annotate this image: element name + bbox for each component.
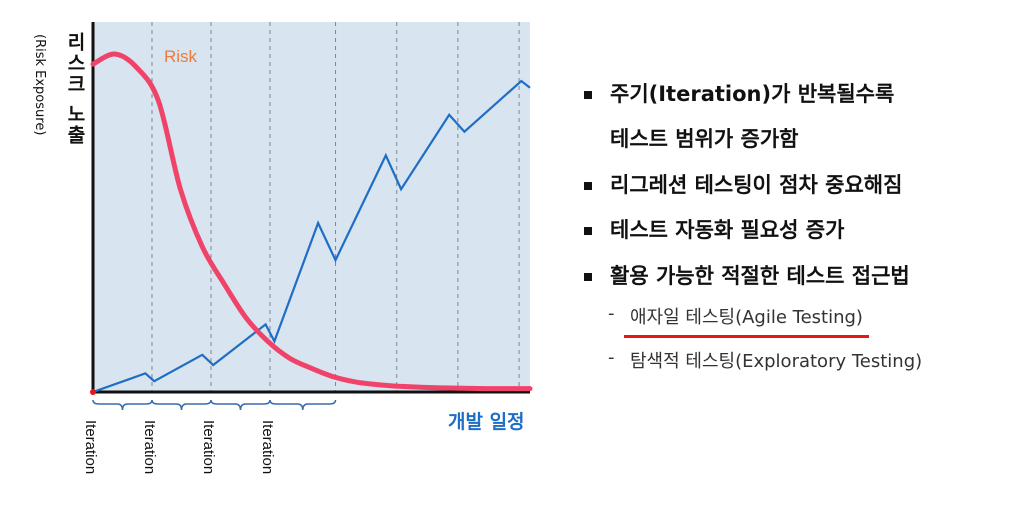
sub-item-text: 탐색적 테스팅(Exploratory Testing) bbox=[630, 350, 923, 372]
agile-testing-text: 애자일 테스팅(Agile Testing) bbox=[630, 306, 863, 328]
iteration-bracket bbox=[269, 399, 337, 411]
risk-chart: Risk Iteration Iteration Iteration Iteratio… bbox=[82, 22, 533, 474]
iteration-labels: Iteration Iteration Iteration Iteration bbox=[82, 420, 276, 474]
iteration-bracket bbox=[210, 399, 271, 411]
iteration-grid bbox=[151, 22, 520, 392]
sub-item: - 탐색적 테스팅(Exploratory Testing) bbox=[580, 347, 1010, 373]
bullet-text: 테스트 자동화 필요성 증가 bbox=[610, 218, 845, 243]
bullet-text: 활용 가능한 적절한 테스트 접근법 bbox=[610, 263, 910, 288]
origin-dot bbox=[90, 389, 96, 395]
iteration-label: Iteration bbox=[259, 420, 276, 474]
iteration-label: Iteration bbox=[141, 420, 158, 474]
bullet-item: 주기(Iteration)가 반복될수록 bbox=[580, 82, 1010, 107]
risk-series-label: Risk bbox=[164, 47, 198, 66]
axes bbox=[91, 22, 530, 394]
bullet-continuation: 테스트 범위가 증가함 bbox=[610, 127, 799, 152]
bullet-square-icon bbox=[584, 91, 592, 99]
iteration-brackets bbox=[92, 399, 337, 411]
coverage-series-line bbox=[92, 79, 531, 394]
bullet-list: 주기(Iteration)가 반복될수록 테스트 범위가 증가함 리그레션 테스… bbox=[580, 82, 1010, 373]
iteration-bracket bbox=[151, 399, 212, 411]
x-axis-label: 개발 일정 bbox=[448, 411, 525, 433]
bullet-square-icon bbox=[584, 182, 592, 191]
bullet-square-icon bbox=[584, 227, 592, 236]
bullet-text: 주기(Iteration)가 반복될수록 bbox=[610, 82, 895, 106]
sub-item: - 애자일 테스팅(Agile Testing) bbox=[580, 302, 1010, 338]
highlight-underline bbox=[624, 334, 869, 338]
bullet-item: 테스트 자동화 필요성 증가 bbox=[580, 218, 1010, 243]
bullet-square-icon bbox=[584, 272, 592, 281]
y-axis-label-sub: (Risk Exposure) bbox=[32, 34, 47, 136]
plot-background bbox=[93, 22, 530, 392]
y-axis-label-main: 리스크 노출 bbox=[64, 32, 86, 146]
risk-series-line bbox=[90, 51, 533, 392]
y-axis-label: 리스크 노출 (Risk Exposure) bbox=[22, 32, 86, 182]
bullet-text: 리그레션 테스팅이 점차 중요해짐 bbox=[610, 173, 903, 198]
sub-item-dash: - bbox=[608, 302, 615, 324]
iteration-label: Iteration bbox=[200, 420, 217, 474]
iteration-label: Iteration bbox=[82, 420, 99, 474]
bullet-item: 활용 가능한 적절한 테스트 접근법 bbox=[580, 264, 1010, 289]
sub-item-text: 애자일 테스팅(Agile Testing) bbox=[624, 303, 869, 338]
bullet-item: 리그레션 테스팅이 점차 중요해짐 bbox=[580, 173, 1010, 198]
iteration-bracket bbox=[92, 399, 153, 411]
sub-item-dash: - bbox=[608, 346, 615, 368]
